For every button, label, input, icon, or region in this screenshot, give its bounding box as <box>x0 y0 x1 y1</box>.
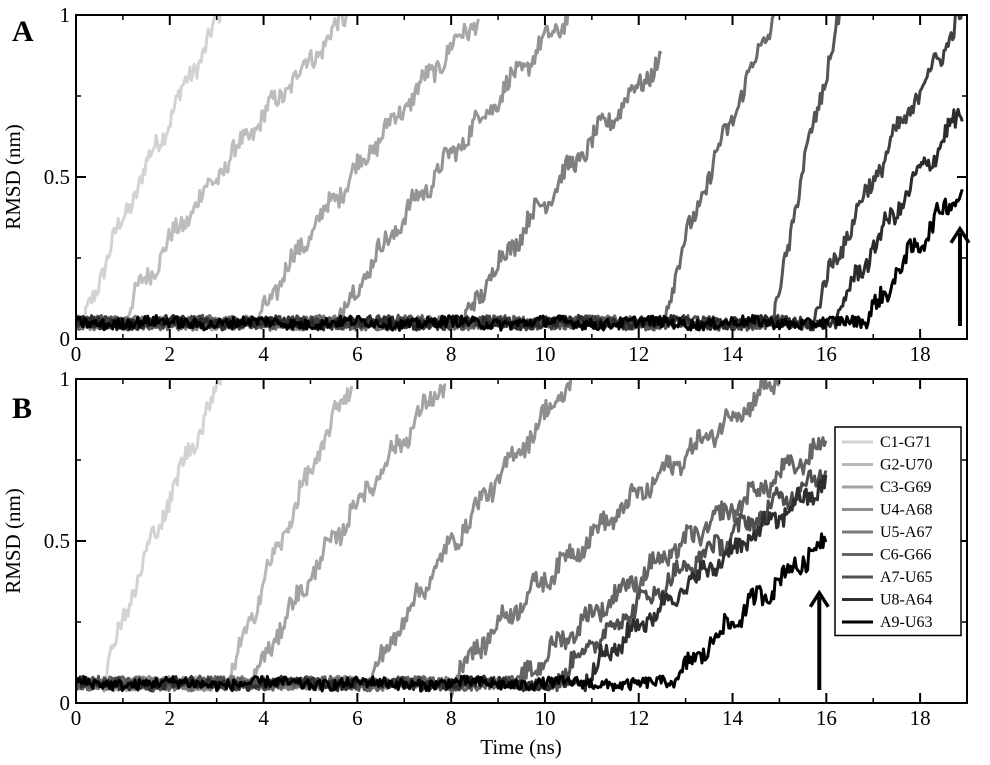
series-line-a-1 <box>76 15 222 327</box>
y-tick-label: 0.5 <box>44 529 70 553</box>
x-tick-label: 16 <box>816 706 837 730</box>
panel-a-ticks: 0 2 4 6 8 10 12 14 16 18 0 0.5 1 <box>44 3 967 366</box>
panel-a-y-axis-label: RMSD (nm) <box>1 124 25 230</box>
panel-b-label: B <box>12 392 32 425</box>
x-tick-label: 14 <box>722 342 744 366</box>
x-tick-label: 10 <box>534 706 555 730</box>
panel-b-ticks: 0 2 4 6 8 10 12 14 16 18 0 0.5 1 <box>44 367 967 730</box>
legend-entry: G2-U70 <box>880 457 932 474</box>
x-tick-label: 8 <box>446 342 457 366</box>
panel-a-series-layer <box>76 15 964 332</box>
x-tick-label: 0 <box>71 342 82 366</box>
panel-b-y-axis-label: RMSD (nm) <box>1 488 25 594</box>
y-tick-label: 1 <box>60 3 71 27</box>
y-tick-label: 0 <box>60 327 71 351</box>
x-tick-label: 2 <box>165 342 176 366</box>
legend-entry: C6-G66 <box>880 547 932 564</box>
legend-entry: C3-G69 <box>880 479 932 496</box>
x-tick-label: 12 <box>628 706 649 730</box>
panel-b-series-layer <box>76 379 828 698</box>
legend-entry: U5-A67 <box>880 524 932 541</box>
x-tick-label: 4 <box>258 706 269 730</box>
legend-entry: U8-A64 <box>880 592 932 609</box>
x-axis-label: Time (ns) <box>480 735 562 759</box>
y-tick-label: 0.5 <box>44 165 70 189</box>
legend-entry: A7-U65 <box>880 569 932 586</box>
y-tick-label: 0 <box>60 691 71 715</box>
panel-b: 0 2 4 6 8 10 12 14 16 18 0 0.5 1 B RMSD (nm) Time (n… <box>1 367 968 759</box>
series-line-a9-u63 <box>76 532 828 693</box>
panel-a-label: A <box>12 15 34 48</box>
legend-entry: A9-U63 <box>880 614 932 631</box>
legend-entry: U4-A68 <box>880 502 932 519</box>
x-tick-label: 0 <box>71 706 82 730</box>
x-tick-label: 4 <box>258 342 269 366</box>
x-tick-label: 10 <box>534 342 555 366</box>
x-tick-label: 14 <box>722 706 744 730</box>
x-tick-label: 6 <box>352 342 363 366</box>
panel-a: 0 2 4 6 8 10 12 14 16 18 0 0.5 1 A RMSD (nm) <box>1 3 968 366</box>
panel-b-arrow <box>808 589 830 691</box>
series-line-a-10 <box>76 188 964 332</box>
legend-entry: C1-G71 <box>880 434 932 451</box>
x-tick-label: 18 <box>910 342 931 366</box>
x-tick-label: 16 <box>816 342 837 366</box>
panel-a-arrow <box>949 225 971 327</box>
x-tick-label: 18 <box>910 706 931 730</box>
legend: C1-G71 G2-U70 C3-G69 U4-A68 U5-A67 C6-G66 A7-U… <box>834 426 962 637</box>
x-tick-label: 8 <box>446 706 457 730</box>
y-tick-label: 1 <box>60 367 71 391</box>
x-tick-label: 2 <box>165 706 176 730</box>
x-tick-label: 6 <box>352 706 363 730</box>
x-tick-label: 12 <box>628 342 649 366</box>
